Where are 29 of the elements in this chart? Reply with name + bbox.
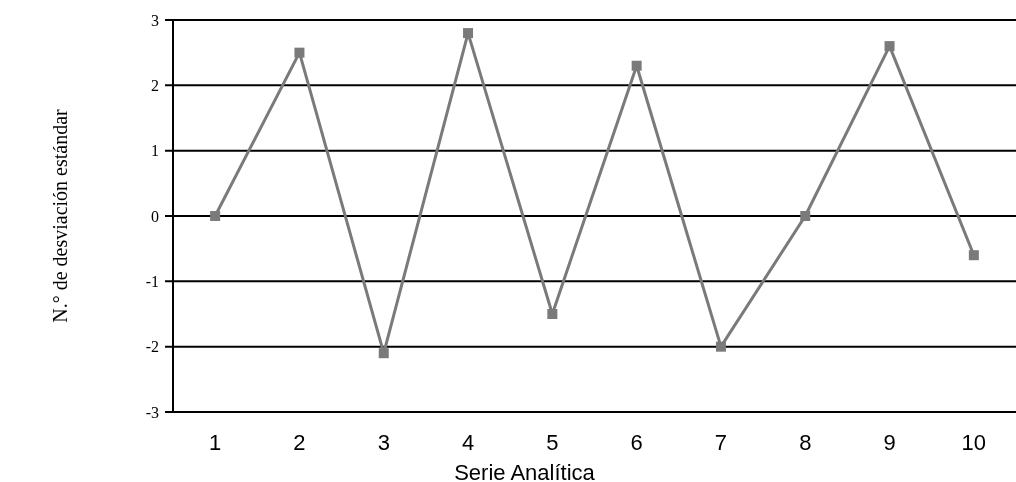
point [800, 211, 811, 221]
y-tick-label: -2 [145, 338, 159, 356]
point [715, 341, 726, 352]
y-tick-label: 3 [151, 11, 159, 29]
y-tick-label: -3 [145, 403, 159, 421]
x-tick-label: 8 [799, 429, 812, 455]
x-tick-label: 4 [461, 429, 475, 455]
point [884, 41, 895, 52]
y-tick-label: 2 [151, 76, 159, 94]
y-tick-label: 1 [151, 142, 159, 160]
x-tick-label: 10 [961, 429, 987, 455]
point [294, 47, 305, 58]
point [631, 60, 642, 71]
point [547, 309, 558, 319]
point [378, 348, 389, 359]
x-tick-label: 3 [377, 429, 390, 455]
x-axis-title: Serie Analítica [454, 459, 596, 482]
x-tick-label: 9 [883, 429, 896, 455]
point [210, 211, 221, 221]
x-tick-label: 7 [714, 429, 728, 455]
y-tick-label: -1 [145, 272, 159, 290]
y-tick-label: 0 [151, 207, 159, 225]
x-tick-label: 1 [209, 429, 222, 455]
x-tick-label: 5 [546, 429, 559, 455]
y-axis-title: N.° de desviación estándar [49, 108, 71, 323]
x-tick-label: 6 [630, 429, 643, 455]
point [968, 250, 979, 261]
x-tick-label: 2 [293, 429, 306, 455]
point [463, 28, 474, 39]
